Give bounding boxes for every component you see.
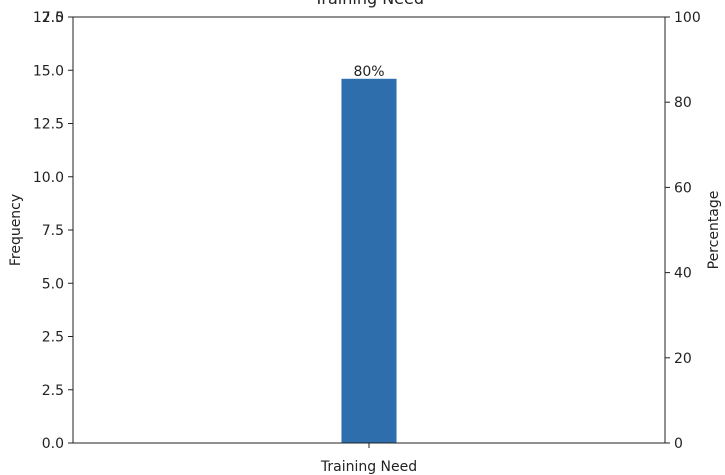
y-top-label: 2.0	[42, 10, 64, 26]
y-tick-label: 2.5	[42, 330, 64, 346]
y2-tick-label: 80	[674, 95, 692, 111]
y-tick-label: 12.5	[33, 117, 64, 133]
x-tick-label: Training Need	[320, 459, 417, 475]
y-tick-label: 5.0	[42, 276, 64, 292]
y2-tick-label: 60	[674, 180, 692, 196]
chart-title: Training Need	[313, 0, 424, 8]
y2-tick-label: 20	[674, 351, 692, 367]
y2-axis-label: Percentage	[706, 191, 722, 270]
bar	[341, 78, 397, 444]
y2-tick-label: 0	[674, 436, 683, 452]
y-tick-label: 15.0	[33, 63, 64, 79]
y-tick-label: 10.0	[33, 170, 64, 186]
y-tick-label: 0.0	[42, 436, 64, 452]
y-tick-label: 7.5	[42, 223, 64, 239]
y-tick-label: 17.5	[33, 10, 64, 26]
annotation: 80%	[353, 64, 384, 80]
y2-tick-label: 40	[674, 266, 692, 282]
y2-tick-label: 100	[674, 10, 701, 26]
y-axis-label: Frequency	[8, 194, 24, 266]
plot-frame	[72, 16, 666, 444]
y-tick-label: 2.5	[42, 383, 64, 399]
